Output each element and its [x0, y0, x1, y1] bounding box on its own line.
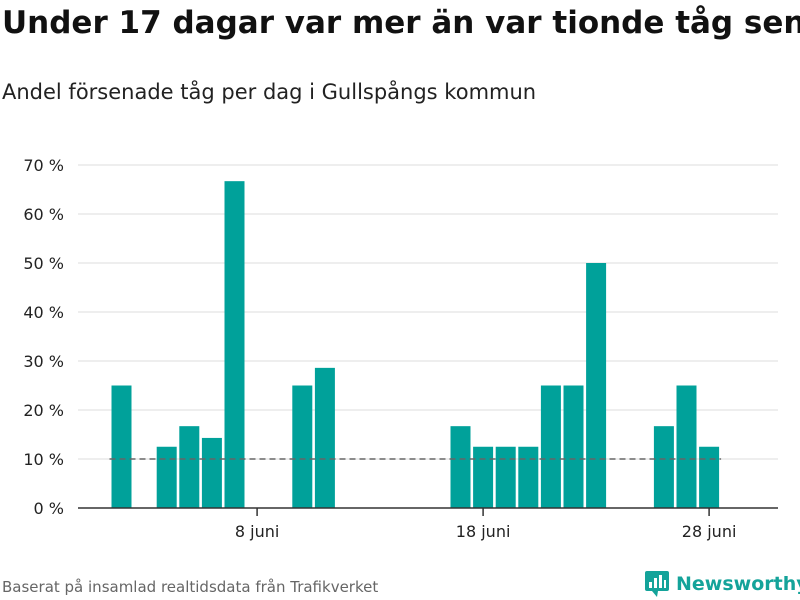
bar-day-6	[201, 437, 222, 508]
bar-day-7	[224, 181, 245, 509]
x-tick-label: 28 juni	[682, 522, 737, 541]
y-tick-label: 70 %	[23, 156, 64, 175]
bar-day-18	[473, 446, 494, 508]
y-tick-label: 40 %	[23, 303, 64, 322]
bar-day-26	[653, 426, 674, 508]
x-tick-label: 18 juni	[456, 522, 511, 541]
y-tick-label: 10 %	[23, 450, 64, 469]
bar-day-22	[563, 385, 584, 508]
y-tick-label: 50 %	[23, 254, 64, 273]
y-tick-label: 20 %	[23, 401, 64, 420]
y-tick-label: 0 %	[34, 499, 64, 518]
bar-day-21	[540, 385, 561, 508]
bar-day-2	[111, 385, 132, 508]
y-tick-label: 30 %	[23, 352, 64, 371]
newsworthy-icon	[645, 571, 669, 597]
chart-subtitle: Andel försenade tåg per dag i Gullspångs…	[2, 80, 537, 104]
bar-day-28	[699, 446, 720, 508]
bar-day-20	[518, 446, 539, 508]
bar-day-11	[314, 367, 335, 508]
bar-day-4	[156, 446, 177, 508]
source-note: Baserat på insamlad realtidsdata från Tr…	[2, 578, 379, 596]
x-tick-label: 8 juni	[235, 522, 279, 541]
bar-day-19	[495, 446, 516, 508]
bar-day-5	[179, 426, 200, 508]
bar-day-23	[586, 263, 607, 508]
bar-day-17	[450, 426, 471, 508]
y-tick-label: 60 %	[23, 205, 64, 224]
newsworthy-logo: Newsworthy	[644, 570, 800, 598]
bar-day-27	[676, 385, 697, 508]
brand-name: Newsworthy	[676, 573, 800, 595]
bar-day-10	[292, 385, 313, 508]
chart-title: Under 17 dagar var mer än var tionde tåg…	[2, 5, 800, 41]
